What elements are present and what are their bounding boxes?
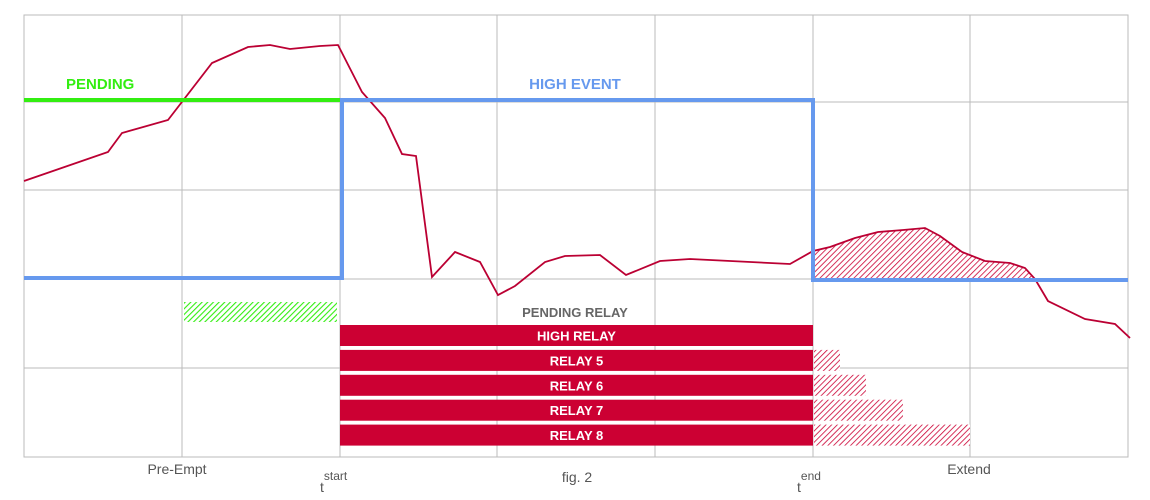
- pending-label: PENDING: [66, 76, 134, 93]
- relay-label: HIGH RELAY: [537, 329, 616, 344]
- relay-extend-hatch: [814, 374, 866, 396]
- t-start-label: tstart: [320, 469, 348, 495]
- high-event-line: [24, 98, 1128, 282]
- grid-border: [23, 14, 1129, 458]
- high-event-label: HIGH EVENT: [529, 76, 621, 93]
- t-start-base: t: [320, 479, 324, 495]
- pre-empt-hatch: [184, 302, 337, 322]
- pending-relay-label: PENDING RELAY: [522, 305, 628, 320]
- t-start-sup: start: [324, 469, 348, 483]
- relay-label: RELAY 7: [550, 403, 603, 418]
- t-end-sup: end: [801, 469, 821, 483]
- relay-label: RELAY 5: [550, 353, 603, 368]
- relay-extend-hatch: [814, 424, 970, 446]
- relay-bars: HIGH RELAY RELAY 5 RELAY 6 RELAY 7 RELAY 8: [340, 325, 970, 446]
- relay-bar: [340, 349, 813, 371]
- fig-label: fig. 2: [562, 469, 593, 485]
- relay-bar: [340, 399, 813, 421]
- signal-excess-area: [813, 228, 1035, 279]
- relay-extend-hatch: [814, 399, 903, 421]
- t-end-label: tend: [797, 469, 821, 495]
- t-end-base: t: [797, 479, 801, 495]
- relay-bar: [340, 325, 813, 346]
- relay-bar: [340, 424, 813, 446]
- relay-label: RELAY 8: [550, 428, 603, 443]
- relay-extend-hatch: [814, 349, 840, 371]
- relay-bar: [340, 374, 813, 396]
- signal-curve: [23, 44, 1131, 339]
- extend-label: Extend: [947, 461, 991, 477]
- relay-label: RELAY 6: [550, 378, 603, 393]
- pre-empt-label: Pre-Empt: [147, 461, 206, 477]
